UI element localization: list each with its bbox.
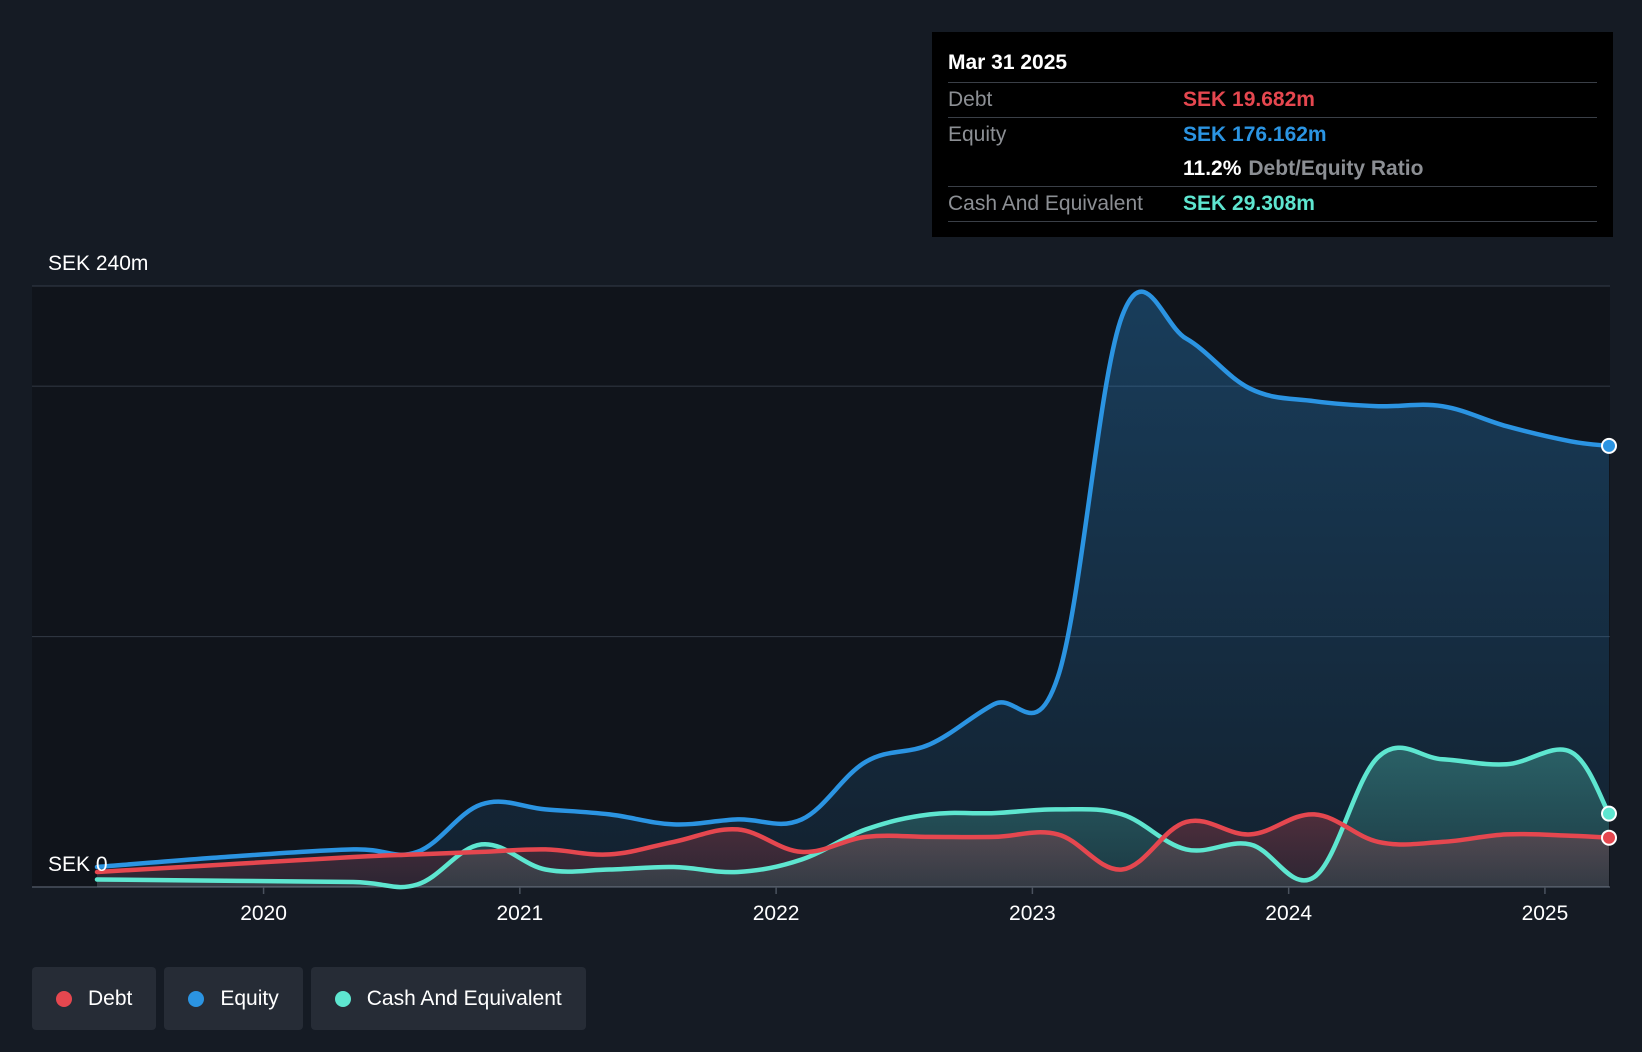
series-lines [94, 289, 1612, 890]
tooltip-equity-value: SEK 176.162m [1183, 123, 1327, 146]
legend: Debt Equity Cash And Equivalent [32, 967, 594, 1030]
x-tick-label-2021: 2021 [496, 902, 543, 925]
x-tick-label-2022: 2022 [753, 902, 800, 925]
tooltip-debt-label: Debt [948, 88, 993, 111]
cash-and-equivalent-line [94, 745, 1612, 890]
equity-end-marker [1601, 437, 1617, 454]
legend-label-equity: Equity [220, 986, 279, 1010]
y-axis-bottom-label: SEK 0 [48, 853, 108, 876]
x-tick-label-2025: 2025 [1522, 902, 1569, 925]
axis-labels: SEK 240m SEK 0 2020 2021 2022 2023 2024 2025 [48, 252, 1568, 925]
tooltip-ratio-row: 11.2% Debt/Equity Ratio [948, 152, 1597, 186]
equity-dot-icon [188, 990, 205, 1007]
debt-end-marker [1601, 829, 1617, 846]
tooltip-date: Mar 31 2025 [948, 51, 1068, 74]
x-tick-label-2020: 2020 [240, 902, 287, 925]
equity-line [94, 289, 1612, 870]
legend-item-equity[interactable]: Equity [164, 967, 303, 1030]
x-tick-label-2024: 2024 [1265, 902, 1312, 925]
tooltip-debt-value: SEK 19.682m [1183, 88, 1315, 111]
debt-dot-icon [56, 990, 72, 1007]
legend-label-debt: Debt [88, 986, 133, 1010]
tooltip-ratio-value: 11.2% [1183, 157, 1242, 180]
tooltip: Mar 31 2025 Debt SEK 19.682m Equity SEK … [932, 32, 1613, 237]
series-end-markers [1601, 437, 1617, 846]
cash-dot-icon [334, 990, 351, 1007]
legend-item-cash[interactable]: Cash And Equivalent [310, 967, 586, 1030]
equity-area [97, 291, 1609, 887]
y-axis-top-label: SEK 240m [48, 252, 148, 275]
legend-item-debt[interactable]: Debt [32, 967, 157, 1030]
cash-and-equivalent-end-marker [1601, 805, 1617, 822]
tooltip-ratio-label: Debt/Equity Ratio [1248, 157, 1424, 180]
tooltip-equity-label: Equity [948, 123, 1007, 146]
tooltip-debt-row: Debt SEK 19.682m [948, 82, 1597, 117]
tooltip-cash-label: Cash And Equivalent [948, 192, 1143, 215]
tooltip-cash-row: Cash And Equivalent SEK 29.308m [948, 186, 1597, 222]
debt-line [94, 812, 1612, 875]
legend-label-cash: Cash And Equivalent [366, 986, 562, 1010]
tooltip-cash-value: SEK 29.308m [1183, 192, 1315, 215]
tooltip-equity-row: Equity SEK 176.162m [948, 117, 1597, 152]
x-tick-label-2023: 2023 [1009, 902, 1056, 925]
